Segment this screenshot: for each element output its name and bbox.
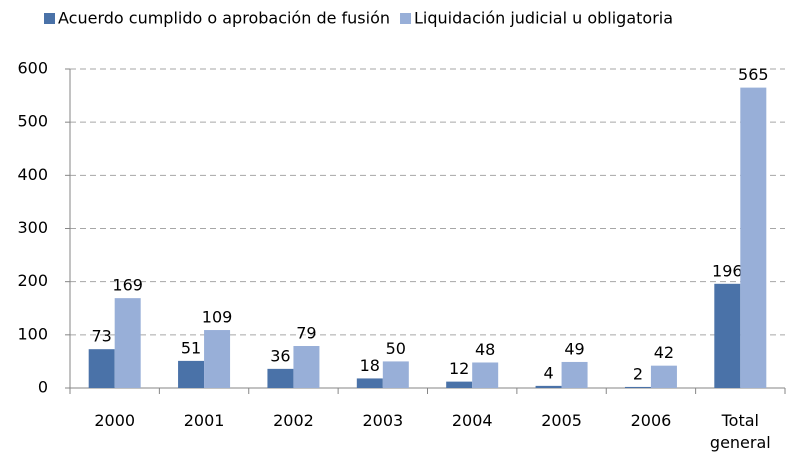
bar <box>446 381 473 388</box>
value-label: 48 <box>475 340 495 359</box>
value-label: 42 <box>654 343 674 362</box>
bar <box>178 360 205 388</box>
x-tick-label: Total general <box>709 411 771 452</box>
value-label: 196 <box>712 261 743 280</box>
legend-swatch <box>44 13 55 24</box>
y-tick-label: 500 <box>17 112 48 131</box>
y-tick-label: 200 <box>17 271 48 290</box>
x-tick-label: 2001 <box>183 411 225 430</box>
value-label: 18 <box>360 356 380 375</box>
value-label: 565 <box>738 65 769 84</box>
bar <box>650 365 677 388</box>
value-label: 109 <box>202 308 233 327</box>
bar <box>293 345 320 388</box>
y-tick-label: 0 <box>38 378 48 397</box>
value-label: 73 <box>92 327 112 346</box>
bar <box>382 361 409 388</box>
legend-swatch <box>400 13 412 24</box>
value-label: 50 <box>386 339 406 358</box>
bar <box>472 362 499 388</box>
x-tick-label: 2000 <box>94 411 136 430</box>
bar <box>267 368 294 388</box>
x-tick-label: 2003 <box>362 411 404 430</box>
x-tick-label: 2004 <box>451 411 493 430</box>
value-label: 51 <box>181 338 201 357</box>
y-tick-label: 400 <box>17 165 48 184</box>
bar <box>714 283 741 388</box>
bar <box>740 87 767 388</box>
value-label: 169 <box>112 276 143 295</box>
x-tick-label: 2005 <box>541 411 582 430</box>
y-tick-label: 100 <box>17 324 48 343</box>
y-tick-label: 300 <box>17 218 48 237</box>
value-label: 4 <box>543 363 553 382</box>
legend-label: Liquidación judicial u obligatoria <box>414 9 673 28</box>
value-label: 12 <box>449 359 469 378</box>
legend-label: Acuerdo cumplido o aprobación de fusión <box>58 9 390 28</box>
bar <box>561 361 588 388</box>
bar <box>204 330 231 388</box>
bar <box>88 349 115 388</box>
bar <box>624 386 651 388</box>
bar <box>356 378 383 388</box>
value-label: 49 <box>564 339 584 358</box>
bar <box>114 298 141 388</box>
bar <box>535 385 562 388</box>
x-tick-label: 2002 <box>273 411 314 430</box>
x-tick-label: 2006 <box>630 411 672 430</box>
y-tick-label: 600 <box>17 59 48 78</box>
value-label: 79 <box>296 323 316 342</box>
value-label: 2 <box>633 364 643 383</box>
value-label: 36 <box>270 346 290 365</box>
